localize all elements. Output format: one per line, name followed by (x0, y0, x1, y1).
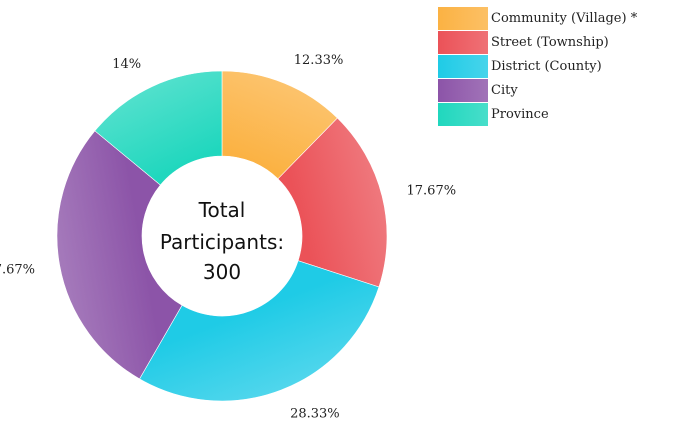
center-label-line-2: Participants: (160, 230, 284, 254)
legend-swatch (438, 55, 488, 78)
legend-swatch (438, 7, 488, 30)
legend-label: Street (Township) (491, 35, 609, 50)
slice-label-street-township: 17.67% (407, 184, 457, 199)
slice-province (94, 70, 223, 186)
legend-item-district-county: District (County) (438, 55, 637, 78)
legend-item-community-village: Community (Village) * (438, 7, 637, 30)
legend-swatch (438, 103, 488, 126)
chart-legend: Community (Village) * Street (Township) Di… (438, 7, 637, 127)
legend-label: District (County) (491, 59, 602, 74)
center-label-line-1: Total (198, 198, 246, 222)
legend-swatch (438, 79, 488, 102)
legend-item-province: Province (438, 103, 637, 126)
center-label: Total Participants: 300 (160, 198, 284, 284)
slice-label-community-village: 12.33% (294, 53, 344, 68)
donut-slices (56, 70, 388, 402)
slice-label-city: 27.67% (0, 263, 35, 278)
slice-value-labels: 12.33% 17.67% 28.33% 27.67% 14% (0, 53, 456, 421)
slice-city (56, 130, 183, 380)
slice-label-province: 14% (112, 57, 141, 72)
legend-label: City (491, 83, 518, 98)
slice-street-township (277, 117, 388, 288)
legend-item-street-township: Street (Township) (438, 31, 637, 54)
slice-label-district-county: 28.33% (290, 406, 340, 421)
legend-swatch (438, 31, 488, 54)
legend-label: Province (491, 107, 549, 122)
legend-label: Community (Village) * (491, 11, 638, 26)
legend-item-city: City (438, 79, 637, 102)
slice-district-county (139, 260, 380, 402)
center-label-line-3: 300 (203, 260, 241, 284)
